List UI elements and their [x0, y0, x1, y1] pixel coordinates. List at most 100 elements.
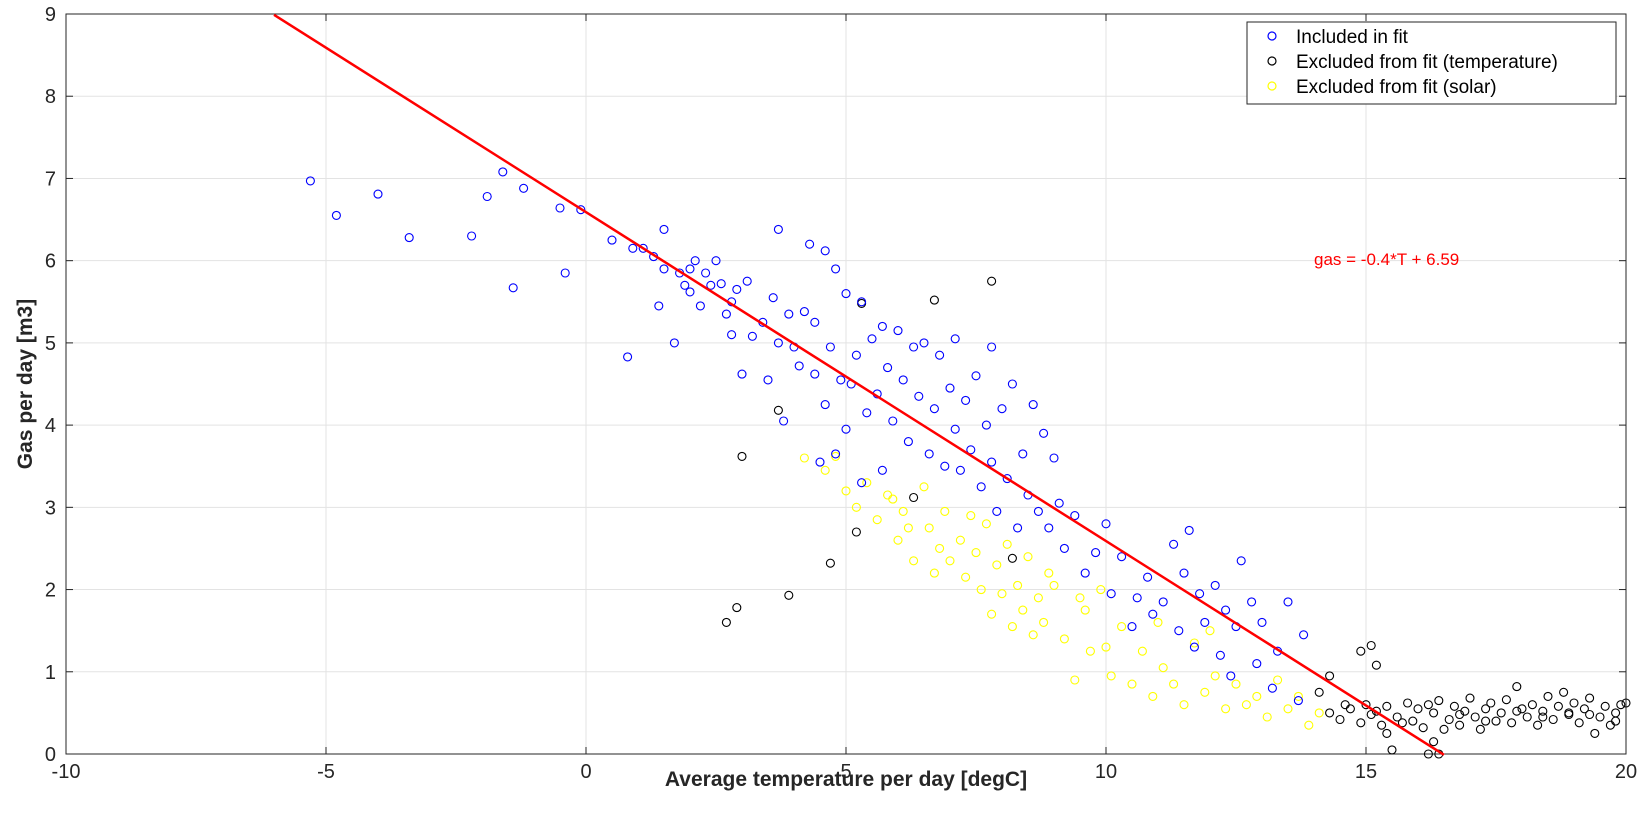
x-tick-label: 20 [1615, 761, 1637, 783]
point-solar [981, 519, 991, 529]
point-included [987, 457, 997, 467]
point-included [373, 189, 383, 199]
point-solar [1205, 626, 1215, 636]
point-included [883, 363, 893, 373]
point-temperature [1314, 687, 1324, 697]
point-included [794, 361, 804, 371]
point-included [685, 264, 695, 274]
point-solar [1101, 642, 1111, 652]
x-tick-label: 10 [1095, 761, 1117, 783]
point-temperature [1611, 716, 1621, 726]
point-temperature [1434, 696, 1444, 706]
point-included [997, 404, 1007, 414]
point-included [1013, 523, 1023, 533]
point-solar [909, 556, 919, 566]
point-temperature [1548, 714, 1558, 725]
point-temperature [1455, 720, 1465, 730]
point-temperature [1413, 704, 1423, 714]
x-tick-label: 5 [840, 761, 851, 783]
point-temperature [1418, 723, 1428, 733]
y-tick-label: 4 [45, 415, 56, 437]
legend-label: Excluded from fit (temperature) [1296, 52, 1558, 73]
point-included [992, 506, 1002, 516]
x-tick-label: -10 [52, 761, 81, 783]
legend-label: Included in fit [1296, 27, 1409, 48]
y-tick-label: 7 [45, 168, 56, 190]
point-included [1007, 379, 1017, 389]
point-included [1299, 630, 1309, 640]
point-temperature [1423, 749, 1433, 759]
y-tick-label: 3 [45, 497, 56, 519]
point-solar [1252, 691, 1262, 701]
point-included [1101, 519, 1111, 529]
point-included [820, 400, 830, 410]
point-included [867, 334, 877, 344]
point-temperature [784, 590, 794, 600]
point-solar [1033, 593, 1043, 603]
point-included [831, 264, 841, 274]
point-temperature [1345, 704, 1355, 714]
y-axis-title: Gas per day [m3] [14, 299, 37, 469]
point-solar [961, 572, 971, 582]
point-temperature [1574, 718, 1584, 728]
point-included [815, 457, 825, 467]
point-solar [1023, 552, 1033, 562]
point-solar [1044, 568, 1054, 578]
point-temperature [1611, 708, 1621, 718]
y-tick-label: 0 [45, 744, 56, 766]
point-included [1226, 671, 1236, 681]
point-solar [898, 506, 908, 516]
point-solar [1085, 646, 1095, 656]
point-included [1070, 511, 1080, 521]
point-temperature [1579, 704, 1589, 714]
point-temperature [1007, 553, 1017, 563]
point-included [857, 478, 867, 488]
point-included [1293, 696, 1303, 706]
point-temperature [1429, 737, 1439, 747]
point-solar [1304, 720, 1314, 730]
y-tick-label: 2 [45, 580, 56, 602]
point-included [836, 375, 846, 385]
point-included [1158, 597, 1168, 607]
point-included [919, 338, 929, 348]
point-included [935, 350, 945, 360]
point-included [955, 465, 965, 475]
point-solar [1002, 539, 1012, 549]
legend-marker [1267, 56, 1277, 66]
fit-line [273, 13, 1445, 756]
point-temperature [1585, 709, 1595, 720]
point-included [1018, 449, 1028, 459]
point-included [1028, 400, 1038, 410]
point-temperature [1486, 698, 1496, 708]
point-included [706, 280, 716, 290]
point-included [1059, 543, 1069, 553]
point-temperature [1481, 704, 1491, 714]
point-included [888, 416, 898, 426]
point-included [763, 375, 773, 385]
point-temperature [1543, 691, 1553, 701]
point-included [966, 445, 976, 455]
point-included [877, 465, 887, 475]
point-included [971, 371, 981, 381]
point-included [903, 437, 913, 447]
point-temperature [1423, 700, 1433, 710]
point-solar [1293, 691, 1303, 701]
point-temperature [1361, 700, 1371, 710]
point-included [893, 326, 903, 336]
point-included [508, 283, 518, 293]
point-temperature [1460, 706, 1470, 716]
point-included [607, 235, 617, 245]
point-included [1091, 548, 1101, 558]
point-temperature [1475, 724, 1485, 734]
point-solar [976, 585, 986, 595]
point-included [877, 321, 887, 331]
point-solar [862, 478, 872, 488]
point-solar [992, 560, 1002, 570]
point-included [950, 424, 960, 434]
point-included [1252, 659, 1262, 669]
point-temperature [909, 492, 919, 503]
y-tick-label: 8 [45, 86, 56, 108]
point-included [1169, 539, 1179, 549]
point-temperature [721, 617, 731, 627]
